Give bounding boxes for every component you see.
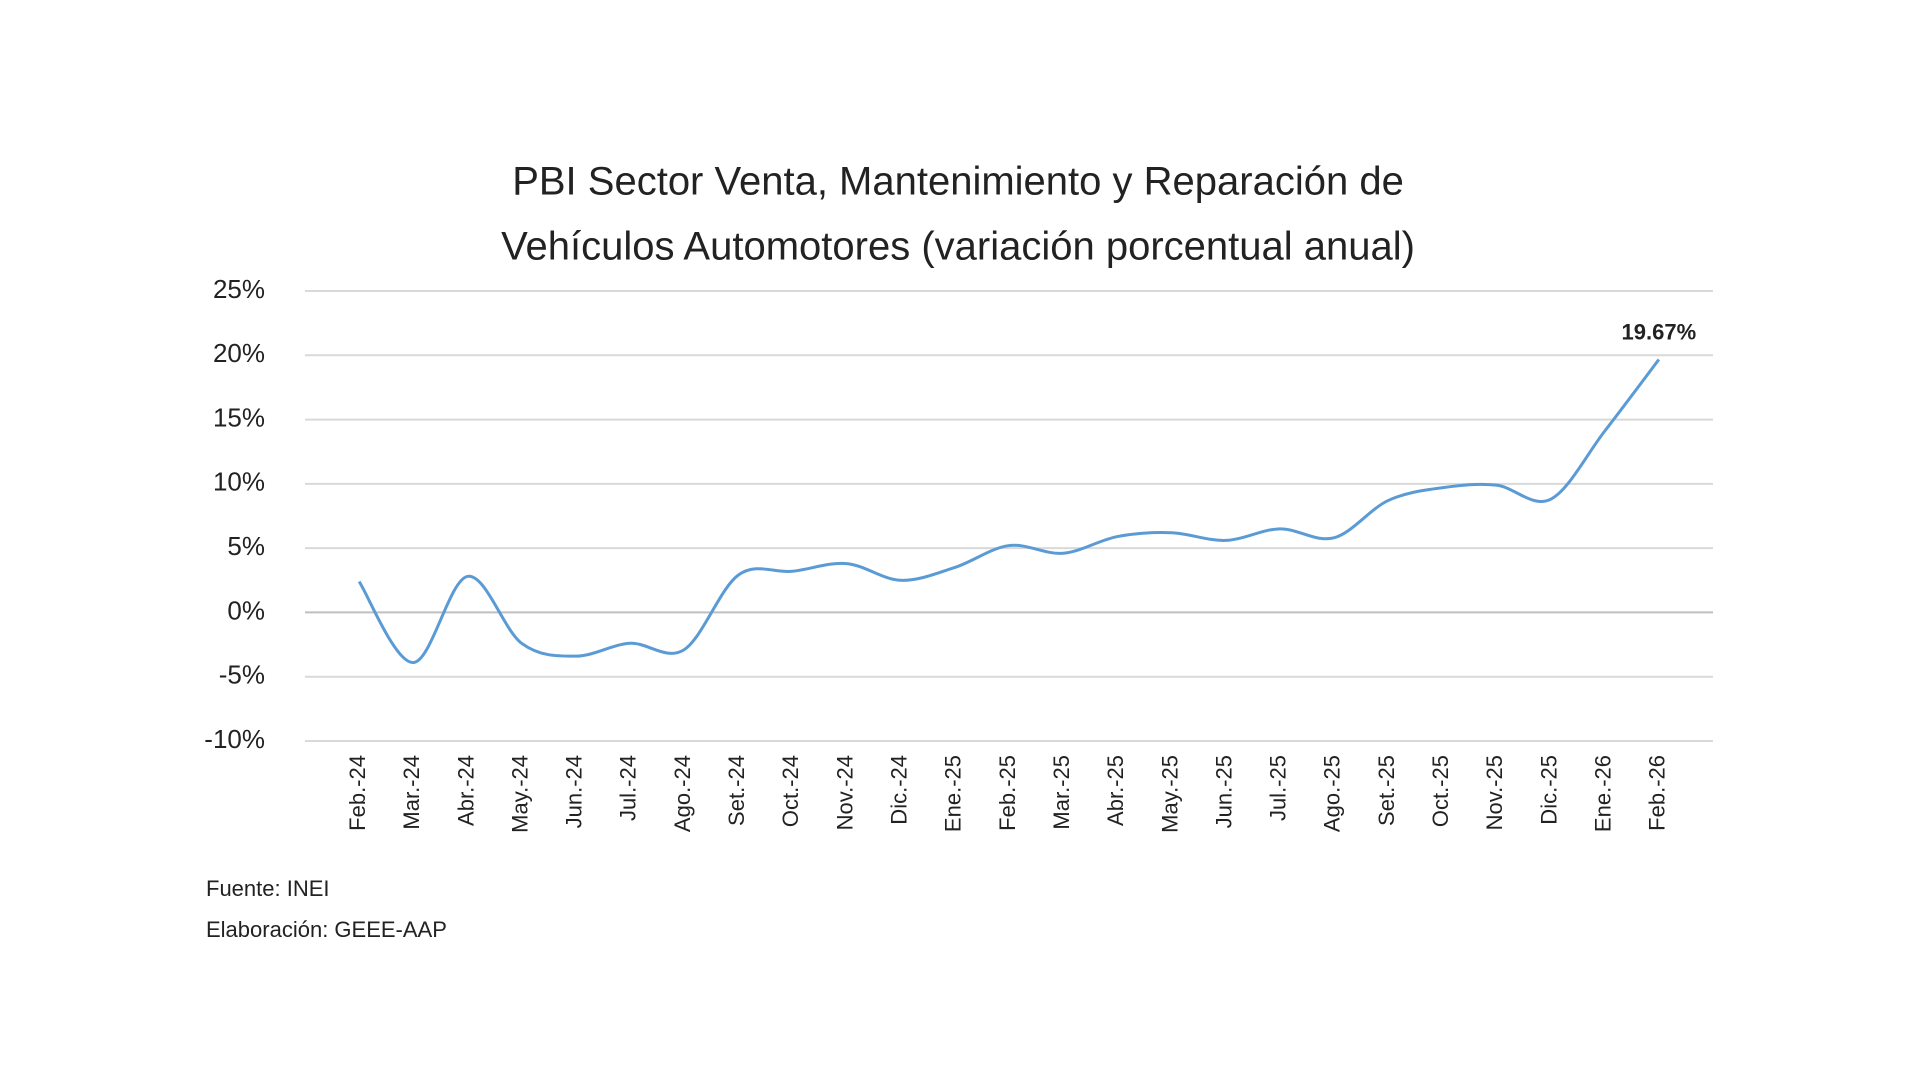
y-tick-label: 5% <box>227 531 265 561</box>
y-tick-label: 10% <box>213 467 265 497</box>
x-tick-label: Mar.-25 <box>1049 755 1074 830</box>
y-tick-label: -10% <box>204 724 265 754</box>
x-tick-label: Nov.-25 <box>1482 755 1507 830</box>
x-tick-label: Jun.-25 <box>1211 755 1236 828</box>
x-tick-label: May.-24 <box>507 755 532 833</box>
x-tick-label: Dic.-25 <box>1536 755 1561 825</box>
x-tick-label: Oct.-24 <box>778 755 803 827</box>
y-tick-label: 15% <box>213 402 265 432</box>
x-tick-label: Ago.-24 <box>670 755 695 832</box>
x-tick-label: Jul.-25 <box>1266 755 1291 821</box>
x-tick-label: Jun.-24 <box>562 755 587 828</box>
x-tick-label: Nov.-24 <box>832 755 857 830</box>
credit-note: Elaboración: GEEE-AAP <box>206 917 447 942</box>
y-tick-label: 0% <box>227 595 265 625</box>
x-tick-label: Set.-25 <box>1374 755 1399 826</box>
x-tick-label: Ene.-26 <box>1591 755 1616 832</box>
y-tick-label: -5% <box>219 660 265 690</box>
x-tick-label: Feb.-26 <box>1645 755 1670 831</box>
x-tick-label: May.-25 <box>1157 755 1182 833</box>
chart-title: PBI Sector Venta, Mantenimiento y Repara… <box>512 160 1404 204</box>
x-tick-label: Abr.-25 <box>1103 755 1128 826</box>
x-tick-label: Ago.-25 <box>1320 755 1345 832</box>
x-tick-label: Set.-24 <box>724 755 749 826</box>
x-tick-label: Jul.-24 <box>616 755 641 821</box>
x-tick-label: Ene.-25 <box>941 755 966 832</box>
source-note: Fuente: INEI <box>206 876 330 901</box>
x-tick-label: Mar.-24 <box>399 755 424 830</box>
x-tick-label: Abr.-24 <box>453 755 478 826</box>
data-line <box>357 358 1661 665</box>
y-tick-label: 20% <box>213 338 265 368</box>
chart-title: Vehículos Automotores (variación porcent… <box>501 225 1415 269</box>
y-tick-label: 25% <box>213 274 265 304</box>
x-tick-label: Oct.-25 <box>1428 755 1453 827</box>
x-tick-label: Feb.-24 <box>345 755 370 831</box>
x-tick-label: Dic.-24 <box>887 755 912 825</box>
x-tick-label: Feb.-25 <box>995 755 1020 831</box>
value-label: 19.67% <box>1622 319 1697 344</box>
